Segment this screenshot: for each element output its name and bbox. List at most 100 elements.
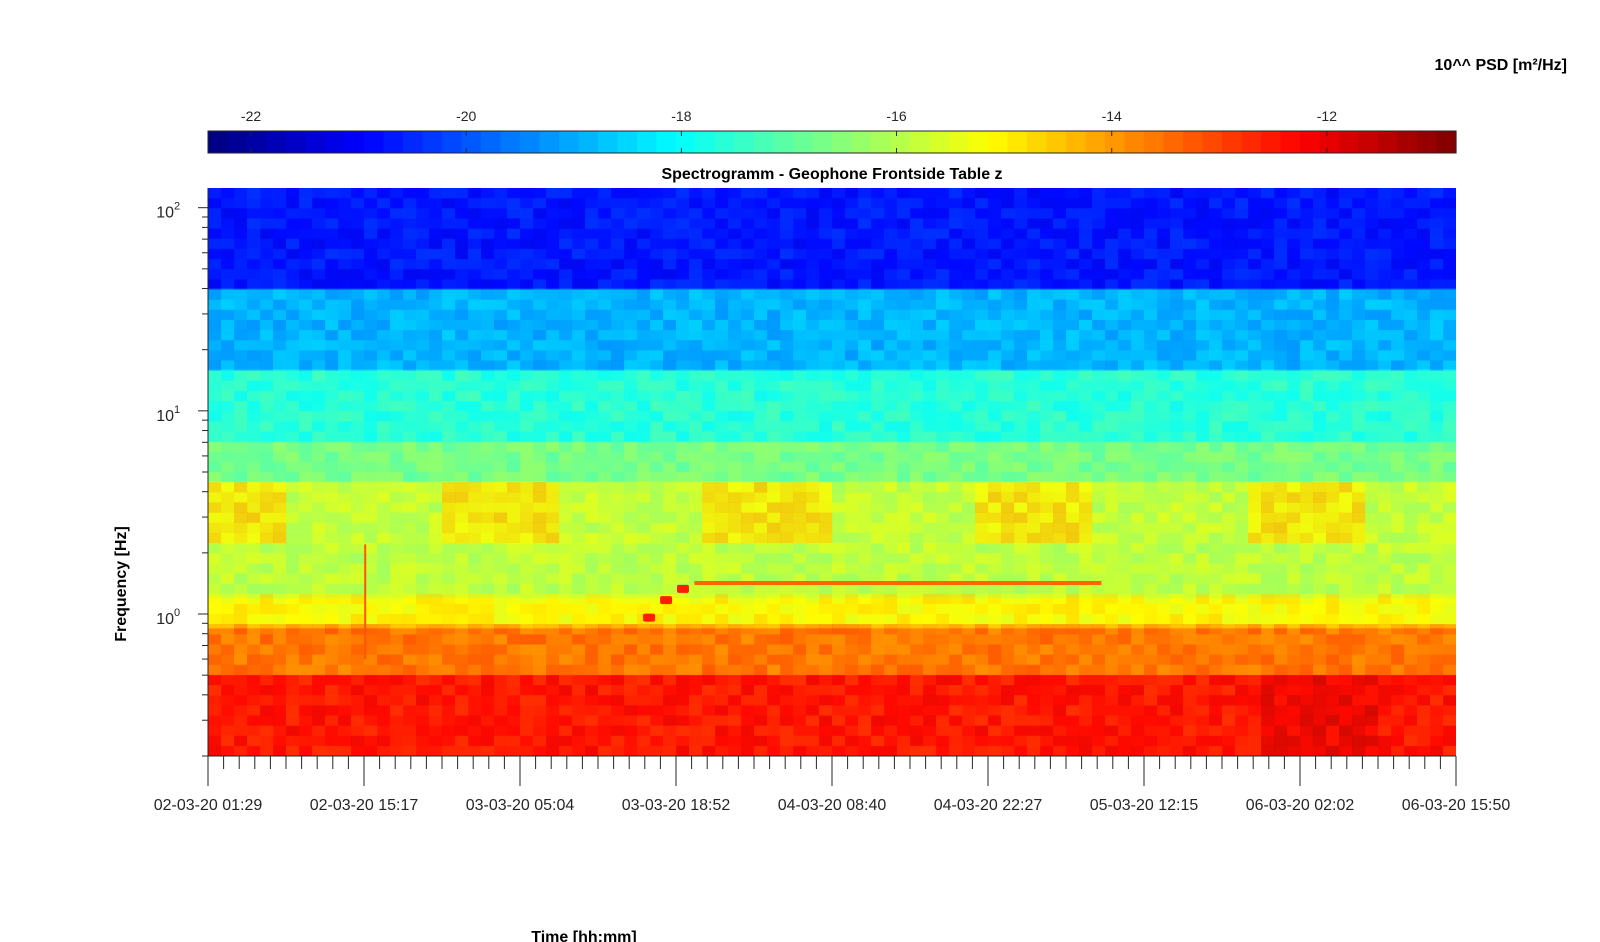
heatmap-cell <box>455 482 469 493</box>
heatmap-cell <box>1157 188 1171 199</box>
heatmap-cell <box>1040 188 1054 199</box>
heatmap-cell <box>585 573 599 584</box>
heatmap-cell <box>286 340 300 351</box>
heatmap-cell <box>312 563 326 574</box>
heatmap-cell <box>1261 624 1275 635</box>
heatmap-cell <box>273 401 287 412</box>
heatmap-cell <box>962 319 976 331</box>
heatmap-cell <box>1144 614 1158 625</box>
heatmap-cell <box>1183 370 1197 382</box>
heatmap-cell <box>572 198 586 209</box>
heatmap-cell <box>481 248 495 260</box>
heatmap-cell <box>624 593 638 605</box>
heatmap-cell <box>325 472 339 483</box>
heatmap-cell <box>325 634 339 645</box>
heatmap-cell <box>1066 421 1080 432</box>
heatmap-cell <box>611 340 625 351</box>
heatmap-cell <box>1053 390 1067 402</box>
heatmap-cell <box>1261 390 1275 402</box>
heatmap-cell <box>923 360 937 371</box>
heatmap-cell <box>884 593 898 605</box>
heatmap-cell <box>260 644 274 655</box>
heatmap-cell <box>247 502 261 513</box>
heatmap-cell <box>559 451 573 463</box>
heatmap-cell <box>1066 532 1080 544</box>
heatmap-cell <box>1287 218 1301 229</box>
heatmap-cell <box>1209 248 1223 260</box>
heatmap-cell <box>273 563 287 574</box>
heatmap-cell <box>663 522 677 534</box>
heatmap-cell <box>494 218 508 229</box>
heatmap-cell <box>897 614 911 625</box>
heatmap-cell <box>949 228 963 240</box>
heatmap-cell <box>1287 502 1301 513</box>
heatmap-cell <box>663 238 677 250</box>
heatmap-cell <box>429 512 443 524</box>
heatmap-cell <box>975 421 989 432</box>
heatmap-cell <box>780 654 794 666</box>
heatmap-cell <box>1365 188 1379 199</box>
heatmap-cell <box>286 218 300 229</box>
heatmap-cell <box>1248 522 1262 534</box>
heatmap-cell <box>221 330 235 341</box>
heatmap-cell <box>910 492 924 503</box>
heatmap-cell <box>858 563 872 574</box>
heatmap-cell <box>1001 218 1015 229</box>
heatmap-cell <box>1339 624 1353 635</box>
heatmap-cell <box>832 441 846 453</box>
heatmap-cell <box>273 370 287 382</box>
heatmap-cell <box>1287 421 1301 432</box>
heatmap-cell <box>585 563 599 574</box>
heatmap-cell <box>975 340 989 351</box>
heatmap-cell <box>1261 573 1275 584</box>
heatmap-cell <box>390 522 404 534</box>
heatmap-cell <box>1014 522 1028 534</box>
heatmap-cell <box>559 695 573 706</box>
heatmap-cell <box>1326 208 1340 219</box>
heatmap-cell <box>1209 583 1223 595</box>
heatmap-cell <box>611 482 625 493</box>
heatmap-cell <box>1313 319 1327 331</box>
heatmap-cell <box>897 593 911 605</box>
heatmap-cell <box>1053 330 1067 341</box>
heatmap-cell <box>1326 350 1340 361</box>
heatmap-cell <box>1404 593 1418 605</box>
heatmap-cell <box>442 553 456 564</box>
heatmap-cell <box>1300 340 1314 351</box>
heatmap-cell <box>1040 573 1054 584</box>
heatmap-cell <box>1235 563 1249 574</box>
heatmap-cell <box>455 269 469 280</box>
heatmap-cell <box>1430 380 1444 392</box>
heatmap-cell <box>858 502 872 513</box>
heatmap-cell <box>754 695 768 706</box>
heatmap-cell <box>1352 198 1366 209</box>
heatmap-cell <box>286 238 300 250</box>
heatmap-cell <box>663 695 677 706</box>
heatmap-cell <box>598 624 612 635</box>
heatmap-cell <box>208 644 222 655</box>
heatmap-cell <box>715 370 729 382</box>
heatmap-cell <box>650 259 664 270</box>
heatmap-cell <box>416 593 430 605</box>
heatmap-cell <box>1235 248 1249 260</box>
heatmap-cell <box>793 472 807 483</box>
heatmap-cell <box>1053 360 1067 371</box>
heatmap-cell <box>273 695 287 706</box>
heatmap-cell <box>663 380 677 392</box>
heatmap-cell <box>793 512 807 524</box>
heatmap-cell <box>1066 502 1080 513</box>
heatmap-cell <box>715 411 729 422</box>
heatmap-cell <box>624 431 638 442</box>
heatmap-cell <box>260 573 274 584</box>
heatmap-cell <box>1144 492 1158 503</box>
heatmap-cell <box>650 309 664 321</box>
heatmap-cell <box>442 654 456 666</box>
heatmap-cell <box>338 695 352 706</box>
heatmap-cell <box>533 685 547 696</box>
heatmap-cell <box>897 380 911 392</box>
heatmap-cell <box>923 634 937 645</box>
heatmap-cell <box>611 563 625 574</box>
colorbar-cell <box>442 131 463 153</box>
heatmap-cell <box>1261 664 1275 676</box>
heatmap-cell <box>377 685 391 696</box>
